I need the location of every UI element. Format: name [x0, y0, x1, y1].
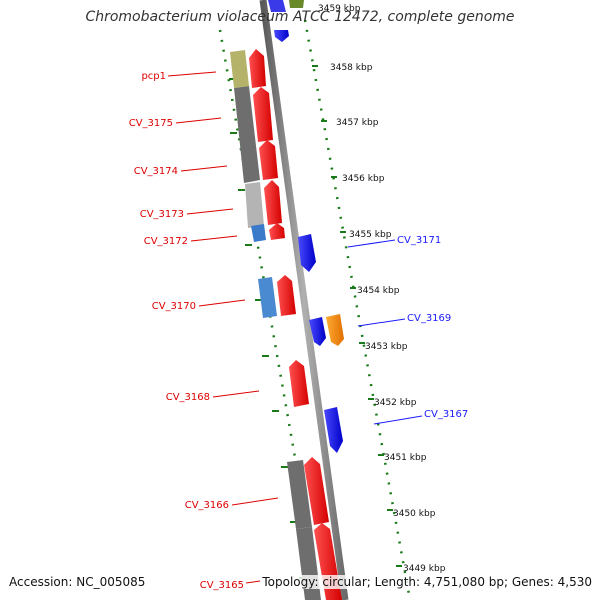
cv3169-orange-gene — [326, 314, 344, 346]
outer-dotted-track — [303, 19, 412, 600]
cv3172-segment — [251, 224, 266, 242]
genome-summary: Topology: circular; Length: 4,751,080 bp… — [262, 575, 592, 589]
kbp-label: 3449 kbp — [403, 564, 446, 574]
pcp1-segment — [230, 50, 249, 88]
kbp-label: 3451 kbp — [384, 453, 427, 463]
top-green-segment — [289, 0, 304, 8]
inner-gray-segments — [234, 86, 321, 600]
left-gene-labels: pcp1 CV_3175 CV_3174 CV_3173 CV_3172 CV_… — [129, 71, 279, 591]
cv3171-gene — [298, 234, 316, 272]
gene-label-cv3168: CV_3168 — [166, 392, 210, 403]
gene-label-cv3174: CV_3174 — [134, 166, 178, 177]
genome-backbone — [259, 0, 349, 600]
top-blue-segment — [268, 0, 286, 12]
kbp-label: 3454 kbp — [357, 286, 400, 296]
gene-label-cv3175: CV_3175 — [129, 118, 173, 129]
kbp-label: 3452 kbp — [374, 398, 417, 408]
gene-label-cv3171: CV_3171 — [397, 235, 441, 246]
gene-label-cv3169: CV_3169 — [407, 313, 451, 324]
kbp-label: 3458 kbp — [330, 63, 373, 73]
gene-label-cv3165: CV_3165 — [200, 580, 244, 591]
cv3170-segment — [258, 277, 277, 318]
kbp-labels: 3459 kbp 3458 kbp 3457 kbp 3456 kbp 3455… — [318, 4, 446, 574]
kbp-label: 3456 kbp — [342, 174, 385, 184]
gene-label-cv3170: CV_3170 — [152, 301, 196, 312]
kbp-label: 3457 kbp — [336, 118, 379, 128]
right-gene-labels: CV_3171 CV_3169 CV_3167 — [347, 235, 468, 425]
cv3169-gene — [309, 317, 326, 346]
gene-label-pcp1: pcp1 — [141, 71, 166, 82]
accession-label: Accession: NC_005085 — [9, 575, 146, 589]
gene-label-cv3172: CV_3172 — [144, 236, 188, 247]
gene-label-cv3167: CV_3167 — [424, 409, 468, 420]
outer-ticks — [312, 65, 402, 567]
cv3167-gene — [324, 407, 343, 453]
gene-label-cv3166: CV_3166 — [185, 500, 229, 511]
gene-label-cv3173: CV_3173 — [140, 209, 184, 220]
kbp-label: 3450 kbp — [393, 509, 436, 519]
kbp-label: 3459 kbp — [318, 4, 361, 14]
top-blue-arrow — [274, 30, 289, 42]
kbp-label: 3453 kbp — [365, 342, 408, 352]
map-title: Chromobacterium violaceum ATCC 12472, co… — [85, 9, 515, 25]
kbp-label: 3455 kbp — [349, 230, 392, 240]
